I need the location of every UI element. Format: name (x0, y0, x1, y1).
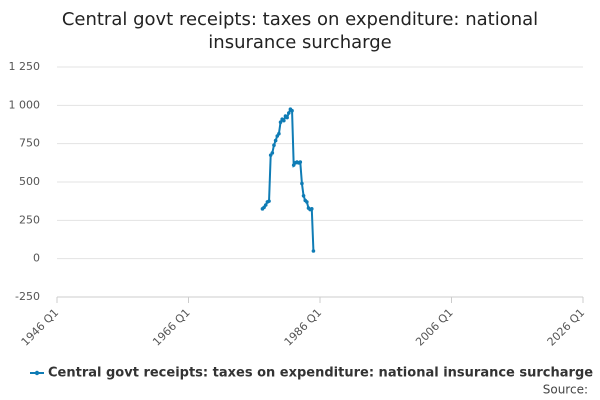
data-point (270, 151, 275, 155)
legend-marker (34, 370, 40, 376)
data-point (263, 203, 268, 207)
source: Source: (543, 383, 588, 397)
legend-label: Central govt receipts: taxes on expendit… (48, 366, 593, 381)
data-point (290, 108, 294, 113)
y-tick-label: -250 (15, 290, 40, 303)
x-tick-label: 1946 Q1 (19, 306, 62, 349)
x-tick-label: 2026 Q1 (545, 306, 588, 349)
data-point (277, 131, 281, 136)
data-point (298, 160, 303, 164)
data-point (285, 115, 289, 120)
data-point (300, 181, 304, 186)
data-point (305, 200, 309, 204)
data-point (272, 143, 276, 147)
data-point (311, 249, 316, 253)
x-tick-label: 2006 Q1 (413, 306, 456, 349)
y-tick-label: 1 250 (9, 60, 41, 73)
data-point (286, 111, 291, 115)
series-line (261, 107, 315, 252)
chart-title: Central govt receipts: taxes on expendit… (61, 9, 539, 53)
data-point (273, 138, 278, 143)
data-point (267, 199, 271, 203)
y-tick-label: 250 (19, 213, 40, 226)
data-point (278, 120, 283, 124)
y-tick-label: 750 (19, 137, 40, 150)
x-tick-label: 1966 Q1 (150, 306, 193, 349)
x-tick-label: 1986 Q1 (282, 306, 325, 349)
data-point (309, 207, 314, 211)
data-point (282, 118, 286, 123)
y-tick-label: 0 (33, 252, 40, 265)
data-point (301, 194, 306, 198)
y-tick-label: 1 000 (9, 98, 41, 111)
y-tick-label: 500 (19, 175, 40, 188)
